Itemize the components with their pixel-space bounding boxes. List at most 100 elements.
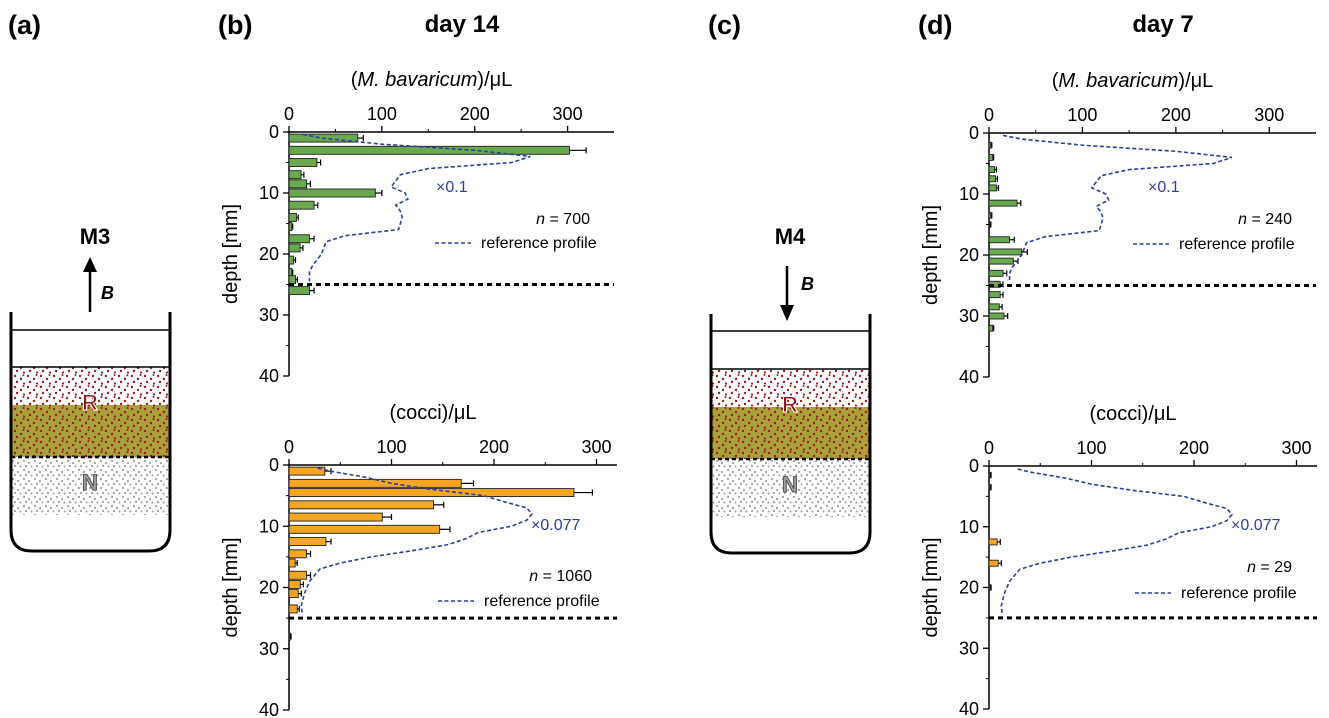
- bar: [288, 570, 307, 580]
- reference-profile-line: [300, 467, 533, 616]
- panel-label-d: (d): [918, 10, 952, 40]
- x-axis-title: (M. bavaricum)/μL: [351, 69, 513, 91]
- x-axis-title: (M. bavaricum)/μL: [1052, 70, 1214, 92]
- x-axis-title-pre: (cocci)/μL: [389, 402, 476, 424]
- bar: [288, 267, 293, 277]
- x-tick-label: 0: [984, 438, 994, 458]
- layer-n-label: N: [782, 472, 798, 497]
- scale-factor-label: ×0.1: [436, 179, 468, 196]
- y-tick-label: 0: [969, 123, 979, 143]
- bar: [288, 212, 297, 222]
- layer-r-label: R: [82, 390, 98, 415]
- bar: [288, 632, 291, 641]
- x-tick-label: 100: [1067, 105, 1097, 125]
- bar: [988, 248, 1023, 256]
- x-tick-label: 200: [1179, 438, 1209, 458]
- y-axis-title: depth [mm]: [220, 537, 242, 637]
- x-tick-label: 200: [479, 437, 509, 457]
- bar: [288, 200, 315, 210]
- layer-n-label: N: [82, 470, 98, 495]
- y-tick-label: 30: [959, 638, 979, 658]
- bar: [288, 524, 441, 534]
- x-axis-title-species: M. bavaricum: [1058, 70, 1178, 92]
- legend-label: reference profile: [1181, 585, 1297, 602]
- y-tick-label: 30: [959, 306, 979, 326]
- y-tick-label: 30: [259, 305, 279, 325]
- x-axis-title: (cocci)/μL: [389, 402, 476, 424]
- bar: [288, 512, 383, 522]
- y-axis-title: depth [mm]: [220, 204, 242, 304]
- bar: [288, 604, 298, 614]
- legend-label: reference profile: [484, 593, 600, 610]
- y-tick-label: 40: [259, 700, 279, 718]
- sample-count: n = 700: [536, 211, 590, 228]
- x-tick-label: 100: [1076, 438, 1106, 458]
- field-label: B: [801, 274, 814, 294]
- panel-label-c: (c): [708, 10, 741, 40]
- reference-profile-line: [1002, 134, 1233, 283]
- bar: [988, 559, 999, 567]
- x-tick-label: 300: [1281, 438, 1311, 458]
- scale-factor-label: ×0.077: [1231, 517, 1280, 534]
- r-layer-dots: [11, 405, 170, 457]
- x-tick-label: 0: [284, 437, 294, 457]
- y-tick-label: 10: [959, 517, 979, 537]
- bar: [288, 549, 307, 559]
- n-layer: [11, 457, 170, 515]
- bar: [288, 537, 327, 547]
- bar: [288, 222, 293, 232]
- legend-label: reference profile: [1179, 236, 1295, 253]
- bar: [988, 236, 1011, 244]
- surface-layer: [11, 367, 170, 405]
- bar: [288, 170, 302, 180]
- bar: [988, 483, 991, 491]
- panel-label-b: (b): [218, 10, 252, 40]
- bar: [288, 243, 301, 253]
- bar: [988, 175, 996, 183]
- y-tick-label: 40: [959, 699, 979, 718]
- n-layer: [711, 459, 870, 517]
- sample-count: n = 29: [1247, 559, 1292, 576]
- bar: [288, 158, 318, 167]
- x-tick-label: 200: [460, 104, 490, 124]
- x-axis-title-post: )/μL: [1178, 70, 1213, 92]
- beaker-name: M4: [775, 224, 806, 249]
- beaker-name: M3: [80, 224, 111, 249]
- y-tick-label: 40: [959, 367, 979, 387]
- bar: [988, 184, 997, 192]
- bar: [288, 589, 299, 599]
- sample-count: n = 1060: [529, 568, 592, 585]
- beaker-m4: M4 B R N: [709, 224, 872, 555]
- surface-layer: [711, 369, 870, 407]
- x-axis-title-post: )/μL: [477, 69, 512, 91]
- legend-label: reference profile: [481, 235, 597, 252]
- chart-day14-mbavaricum: 0 100 200 300 0 10 20 30 40 (M. bavaricum)/μL dept…: [220, 69, 614, 386]
- panel-title-b: day 14: [425, 11, 500, 38]
- reference-profile-line: [302, 133, 531, 282]
- panel-label-a: (a): [8, 10, 41, 40]
- y-tick-label: 20: [259, 578, 279, 598]
- x-tick-label: 300: [553, 104, 583, 124]
- panel-title-d: day 7: [1132, 11, 1193, 38]
- reference-profile-line: [1000, 468, 1233, 615]
- bar: [288, 488, 575, 498]
- bar: [288, 188, 376, 198]
- x-tick-label: 300: [581, 437, 611, 457]
- bar: [288, 558, 296, 568]
- x-tick-label: 0: [284, 104, 294, 124]
- y-tick-label: 0: [969, 456, 979, 476]
- beaker-outline: [9, 312, 172, 553]
- bar: [988, 303, 1000, 311]
- bar: [288, 579, 301, 589]
- y-tick-label: 10: [259, 516, 279, 536]
- x-axis-title-species: M. bavaricum: [357, 69, 477, 91]
- y-tick-label: 20: [959, 245, 979, 265]
- bar: [288, 500, 434, 510]
- x-axis-title: (cocci)/μL: [1089, 403, 1176, 425]
- bar: [288, 286, 310, 296]
- bar: [288, 234, 310, 244]
- y-tick-label: 10: [959, 184, 979, 204]
- chart-day14-cocci: 0 100 200 300 0 10 20 30 40 (cocci)/μL depth [mm] n…: [220, 402, 617, 718]
- sample-count-n: n: [536, 211, 545, 228]
